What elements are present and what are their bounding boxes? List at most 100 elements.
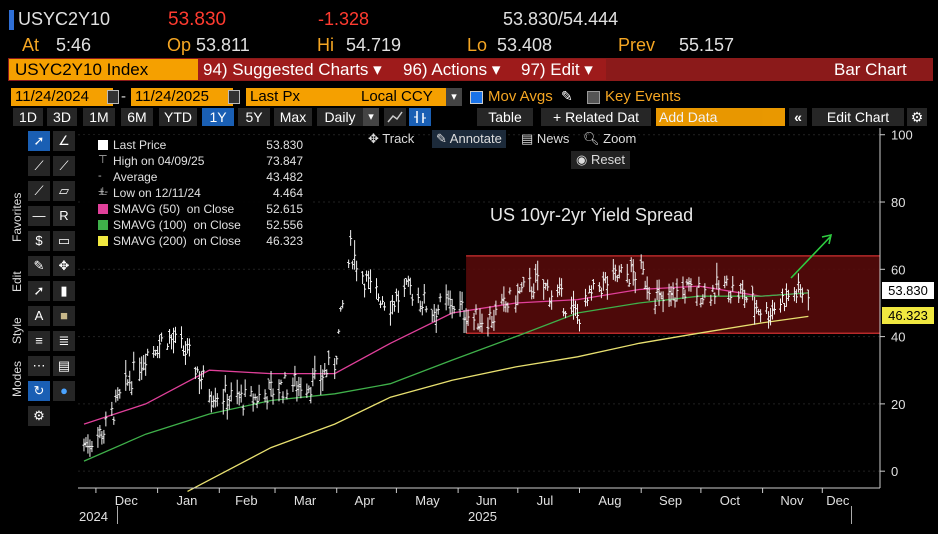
hline-icon[interactable]: — [28, 206, 50, 226]
cursor-plus-icon[interactable]: ➚ [28, 281, 50, 301]
news-button[interactable]: ▤ News [521, 131, 570, 146]
news-label: News [536, 131, 570, 146]
frequency-dropdown-icon[interactable]: ▾ [363, 108, 379, 126]
ticker-symbol: USYC2Y10 [18, 9, 111, 29]
annotate-label: Annotate [449, 131, 502, 146]
trash-icon[interactable]: ▮ [53, 281, 75, 301]
legend-row-sma50: SMAVG (50) on Close 52.615 [83, 201, 311, 217]
segment-icon[interactable]: ⟋ [28, 181, 50, 201]
suggested-charts-menu[interactable]: 94) Suggested Charts ▾ [198, 59, 398, 80]
open-value: 53.811 [196, 35, 250, 55]
brush-icon[interactable]: ✎ [28, 256, 50, 276]
legend-average-value: 43.482 [266, 170, 303, 184]
legend-sma200-label: SMAVG (200) on Close [113, 234, 241, 248]
add-data-input[interactable]: Add Data [656, 108, 785, 126]
key-events-checkbox[interactable] [587, 91, 600, 104]
trendline-icon[interactable]: ⟋ [28, 156, 50, 176]
period-ytd[interactable]: YTD [159, 108, 197, 126]
period-6m[interactable]: 6M [121, 108, 153, 126]
end-date-field[interactable]: 11/24/2025 [131, 88, 233, 106]
last-price: 53.830 [168, 9, 227, 30]
edit-chart-button[interactable]: Edit Chart [812, 108, 904, 126]
x-tick-label: Apr [355, 493, 376, 508]
open-label: Op [167, 35, 192, 55]
mov-avgs-checkbox[interactable] [470, 91, 483, 104]
last-price-swatch [98, 140, 108, 150]
x-tick-label: Jun [476, 493, 497, 508]
date-range-dash: - [121, 88, 126, 105]
y-tick-label: 20 [891, 397, 905, 412]
actions-menu[interactable]: 96) Actions ▾ [398, 59, 516, 80]
text-style-icon[interactable]: A [28, 306, 50, 326]
table-button[interactable]: Table [477, 108, 533, 126]
legend-row-low: ⊥ Low on 12/11/24 4.464 [83, 185, 311, 201]
palette-mode-icon[interactable]: ● [53, 381, 75, 401]
prev-label: Prev [618, 35, 656, 55]
line-style-icon[interactable]: ≡ [28, 331, 50, 351]
annotate-button[interactable]: ✎ Annotate [432, 130, 506, 148]
high-marker-icon: ⊤ [98, 154, 108, 166]
ray-icon[interactable]: ⟋ [53, 156, 75, 176]
pattern-mode-icon[interactable]: ▤ [53, 356, 75, 376]
line-chart-icon[interactable] [384, 108, 406, 126]
line-chart-glyph [387, 111, 403, 123]
chart-type-label[interactable]: Bar Chart [834, 60, 907, 79]
move-icon[interactable]: ✥ [53, 256, 75, 276]
ticker-marker [9, 10, 14, 30]
channel-icon[interactable]: ▱ [53, 181, 75, 201]
field-selector[interactable]: Last Px [246, 88, 358, 106]
retracement-icon[interactable]: R [53, 206, 75, 226]
sma200-tag: 46.323 [882, 307, 934, 324]
legend-row-average: -+- Average 43.482 [83, 169, 311, 198]
edit-menu[interactable]: 97) Edit ▾ [516, 59, 606, 80]
x-tick-label: Jan [176, 493, 197, 508]
crosshair-mode-icon[interactable]: ⋯ [28, 356, 50, 376]
refresh-mode-icon[interactable]: ↻ [28, 381, 50, 401]
pen-dropdown-icon[interactable]: ∠ [53, 131, 75, 151]
low-label: Lo [467, 35, 488, 55]
zoom-button[interactable]: 🔍︎ Zoom [583, 131, 637, 146]
period-1m[interactable]: 1M [83, 108, 115, 126]
end-date-calendar-icon[interactable] [228, 90, 240, 104]
period-1y[interactable]: 1Y [202, 108, 234, 126]
legend-last-value: 53.830 [266, 138, 303, 152]
start-date-calendar-icon[interactable] [107, 90, 119, 104]
x-tick-label: Aug [598, 493, 621, 508]
collapse-chevron-icon[interactable]: « [789, 108, 807, 126]
period-max[interactable]: Max [274, 108, 312, 126]
settings-gear-icon[interactable]: ⚙ [907, 108, 927, 126]
x-tick-label: Nov [780, 493, 804, 508]
bar-chart-icon[interactable] [409, 108, 431, 126]
key-events-label[interactable]: Key Events [605, 88, 681, 105]
x-tick-label: Sep [659, 493, 682, 508]
period-1d[interactable]: 1D [13, 108, 43, 126]
fill-color-icon[interactable]: ■ [53, 306, 75, 326]
at-label: At [22, 35, 40, 55]
at-time: 5:46 [56, 35, 92, 55]
average-marker-icon: -+- [98, 170, 109, 198]
start-date-field[interactable]: 11/24/2024 [11, 88, 113, 106]
palette-settings-gear-icon[interactable]: ⚙ [28, 406, 50, 426]
rectangle-tool-icon[interactable]: ▭ [53, 231, 75, 251]
frequency-selector[interactable]: Daily [317, 108, 363, 126]
legend-low-label: Low on 12/11/24 [113, 186, 201, 200]
trend-arrow-head [821, 233, 833, 245]
currency-dropdown-icon[interactable]: ▾ [446, 88, 462, 106]
period-3d[interactable]: 3D [47, 108, 77, 126]
track-button[interactable]: ✥ Track [368, 131, 415, 146]
legend-row-last: Last Price 53.830 [83, 137, 311, 153]
mov-avgs-label[interactable]: Mov Avgs [488, 88, 553, 105]
line-weight-icon[interactable]: ≣ [53, 331, 75, 351]
legend-sma200-value: 46.323 [266, 234, 303, 248]
reset-button[interactable]: ◉ Reset [571, 151, 630, 169]
security-field[interactable]: USYC2Y10 Index [9, 59, 199, 80]
pencil-icon[interactable]: ✎ [561, 88, 573, 104]
year-divider-2026 [851, 506, 852, 524]
period-5y[interactable]: 5Y [238, 108, 270, 126]
related-data-button[interactable]: + Related Dat [541, 108, 651, 126]
pointer-tool-icon[interactable]: ➚ [28, 131, 50, 151]
x-tick-label: Feb [235, 493, 257, 508]
prev-value: 55.157 [679, 35, 735, 55]
currency-selector[interactable]: Local CCY [357, 88, 453, 106]
currency-tool-icon[interactable]: $ [28, 231, 50, 251]
